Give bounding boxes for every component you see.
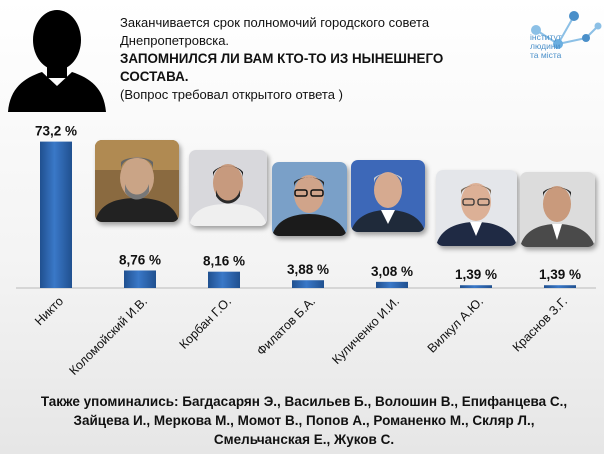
- footer-line-3: Смельчанская Е., Жуков С.: [213, 432, 395, 447]
- logo-text: інститут людини та міста: [530, 33, 562, 60]
- bar-2: [208, 271, 240, 288]
- data-label-4: 3,08 %: [371, 264, 413, 279]
- logo-line-3: та міста: [530, 50, 562, 60]
- header-line-1: Заканчивается срок полномочий городского…: [120, 15, 430, 30]
- photo-krasnov: [520, 172, 595, 247]
- data-label-0: 73,2 %: [35, 124, 77, 139]
- photo-vilkul: [436, 170, 517, 246]
- category-label-1: Коломойский И.В.: [66, 294, 150, 378]
- data-label-2: 8,16 %: [203, 254, 245, 269]
- data-label-6: 1,39 %: [539, 267, 581, 282]
- bar-0: [40, 141, 72, 288]
- photo-filatov: [272, 162, 347, 236]
- category-label-6: Краснов З.Г.: [510, 294, 570, 354]
- photo-kolomoysky: [95, 140, 179, 222]
- footer-line-1: Также упоминались: Багдасарян Э., Василь…: [40, 394, 568, 409]
- header-line-2: Днепропетровска.: [120, 33, 230, 48]
- unknown-person-icon: [8, 10, 106, 112]
- bar-6: [544, 285, 576, 288]
- data-label-3: 3,88 %: [287, 262, 329, 277]
- bar-1: [124, 270, 156, 288]
- bar-4: [376, 281, 408, 288]
- data-label-1: 8,76 %: [119, 252, 161, 267]
- bar-5: [460, 285, 492, 288]
- footer-line-2: Зайцева И., Меркова М., Момот В., Попов …: [73, 413, 535, 428]
- category-label-2: Корбан Г.О.: [177, 294, 234, 351]
- logo-line-2: людини: [530, 41, 561, 51]
- institute-logo-icon: [531, 11, 602, 49]
- photo-kulichenko: [351, 160, 425, 232]
- survey-question: ЗАПОМНИЛСЯ ЛИ ВАМ КТО-ТО ИЗ НЫНЕШНЕГО СО…: [120, 51, 444, 84]
- photo-korban: [189, 150, 267, 226]
- also-mentioned-footer: Также упоминались: Багдасарян Э., Василь…: [16, 392, 592, 449]
- bar-3: [292, 280, 324, 288]
- category-label-5: Вилкул А.Ю.: [425, 294, 486, 355]
- category-label-0: Никто: [32, 294, 66, 328]
- data-label-5: 1,39 %: [455, 267, 497, 282]
- logo-line-1: інститут: [530, 32, 562, 42]
- question-note: (Вопрос требовал открытого ответа ): [120, 87, 343, 102]
- header: Заканчивается срок полномочий городского…: [120, 14, 500, 104]
- category-label-4: Куличенко И.И.: [329, 294, 402, 367]
- category-label-3: Филатов Б.А.: [254, 294, 318, 358]
